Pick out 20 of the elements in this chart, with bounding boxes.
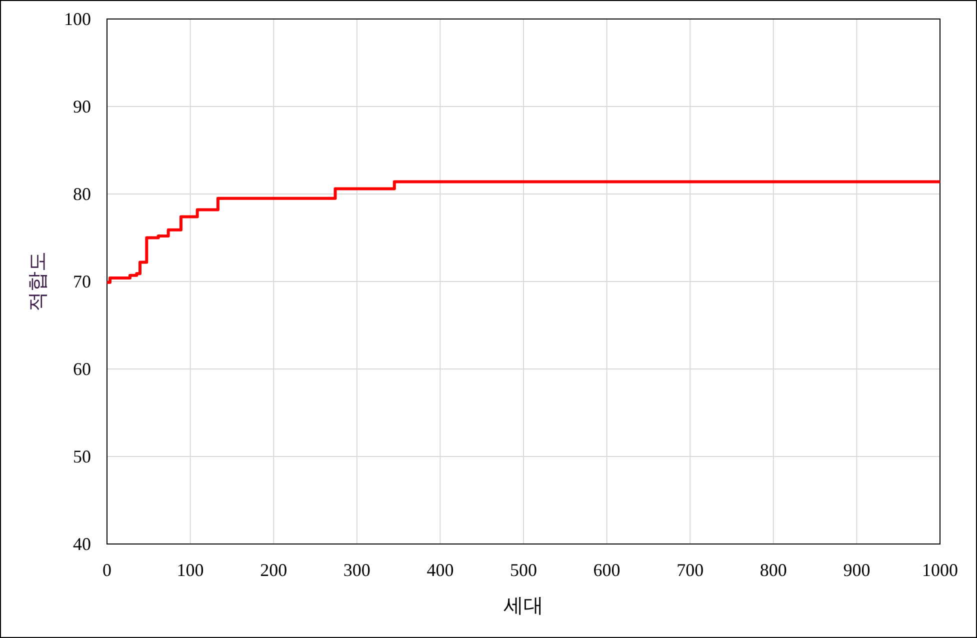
x-tick-label: 600 — [593, 560, 620, 580]
y-tick-label: 40 — [73, 534, 91, 554]
x-tick-label: 200 — [260, 560, 288, 580]
x-tick-label: 100 — [176, 560, 204, 580]
x-tick-label: 800 — [760, 560, 787, 580]
x-tick-label: 1000 — [922, 560, 958, 580]
x-axis-title: 세대 — [504, 593, 544, 617]
y-tick-label: 70 — [73, 272, 91, 292]
x-tick-label: 300 — [343, 560, 370, 580]
y-axis-title: 적합도 — [25, 252, 49, 312]
x-tick-label: 0 — [102, 560, 112, 580]
y-tick-label: 50 — [73, 446, 91, 466]
y-tick-label: 80 — [73, 184, 91, 204]
x-tick-label: 900 — [843, 560, 870, 580]
x-tick-label: 500 — [510, 560, 537, 580]
x-tick-label: 700 — [676, 560, 704, 580]
y-tick-label: 90 — [73, 96, 91, 116]
y-tick-label: 60 — [73, 359, 91, 379]
x-tick-label: 400 — [426, 560, 454, 580]
y-tick-label: 100 — [64, 9, 91, 29]
